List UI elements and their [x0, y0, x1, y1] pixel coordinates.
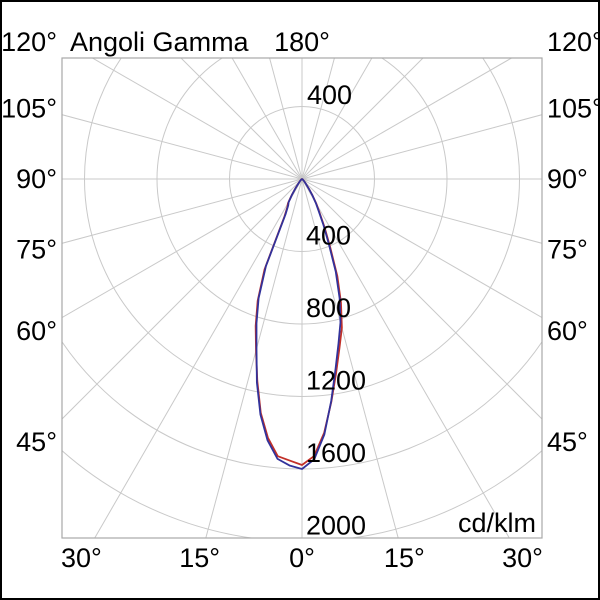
ring-label-below: 800: [306, 293, 351, 323]
gamma-ray-gridline: [301, 178, 510, 538]
gamma-ray-gridline: [62, 178, 303, 420]
ring-label-above: 400: [307, 80, 352, 110]
angle-label-left: 105°: [1, 94, 57, 124]
gamma-ray-gridline: [91, 58, 303, 180]
intensity-ring-gridline: [84, 58, 520, 397]
gamma-ray-gridline: [231, 58, 303, 180]
gamma-ray-gridline: [301, 178, 399, 538]
angle-label-bottom: 0°: [289, 543, 315, 573]
gamma-ray-gridline: [205, 178, 303, 538]
gamma-ray-gridline: [301, 178, 542, 420]
intensity-curves: [254, 178, 343, 470]
ring-label-below: 400: [306, 221, 351, 251]
ring-label-below: 2000: [306, 511, 366, 541]
angle-label-right: 120°: [547, 27, 600, 57]
gamma-ray-gridline: [301, 58, 335, 180]
gamma-ray-gridline: [301, 58, 373, 180]
angle-label-top: 180°: [274, 27, 330, 57]
angle-label-right: 45°: [547, 427, 588, 457]
angle-label-left: 60°: [16, 316, 57, 346]
angle-label-bottom: 30°: [502, 543, 543, 573]
ring-label-below: 1600: [306, 438, 366, 468]
angle-label-right: 60°: [547, 316, 588, 346]
gamma-ray-gridline: [94, 178, 303, 538]
angle-label-left: 75°: [16, 234, 57, 264]
gamma-ray-gridline: [301, 114, 542, 180]
gamma-ray-gridline: [62, 178, 303, 244]
gamma-ray-gridline: [301, 58, 513, 180]
intensity-ring-gridline: [229, 106, 375, 252]
angle-label-right: 105°: [547, 94, 600, 124]
intensity-ring-gridline: [156, 58, 448, 325]
angle-label-bottom: 15°: [179, 543, 220, 573]
gamma-ray-gridline: [269, 58, 303, 180]
angle-label-left: 45°: [16, 427, 57, 457]
angle-label-bottom: 15°: [384, 543, 425, 573]
angle-label-right: 90°: [547, 164, 588, 194]
unit-label: cd/klm: [458, 508, 536, 538]
gamma-ray-gridline: [301, 58, 424, 180]
gamma-ray-gridline: [301, 178, 542, 319]
angle-label-bottom: 30°: [61, 543, 102, 573]
curve-blue: [255, 178, 342, 470]
gamma-ray-gridline: [301, 178, 542, 244]
gamma-ray-gridline: [62, 114, 303, 180]
gamma-ray-gridline: [62, 178, 303, 319]
gamma-ray-gridline: [180, 58, 303, 180]
ring-label-below: 1200: [306, 366, 366, 396]
chart-title: Angoli Gamma: [70, 27, 250, 57]
angle-label-left: 90°: [16, 164, 57, 194]
angle-label-left: 120°: [1, 27, 57, 57]
angle-label-right: 75°: [547, 234, 588, 264]
plot-border: [61, 57, 543, 539]
